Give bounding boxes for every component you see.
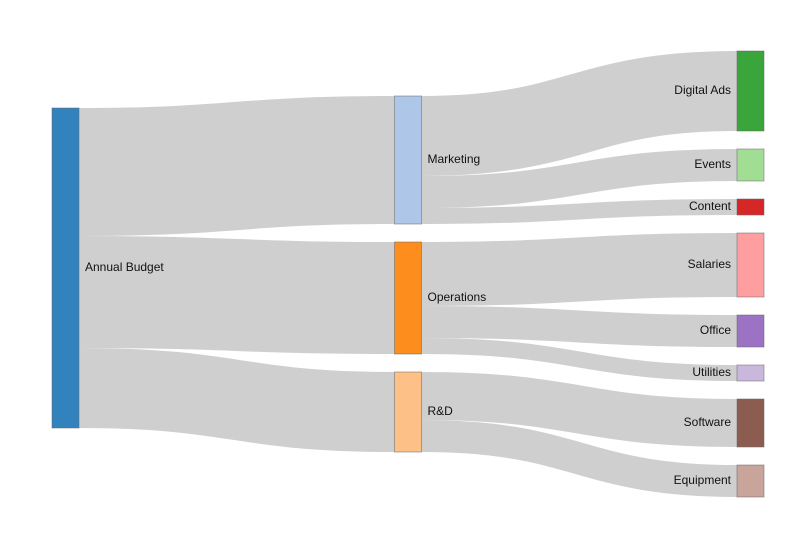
node: [394, 241, 422, 355]
link: [421, 338, 738, 381]
link: [421, 233, 738, 306]
node: [394, 371, 422, 453]
node: [736, 148, 765, 182]
link: [78, 236, 395, 354]
link: [78, 348, 395, 452]
node-label: Operations: [428, 290, 487, 304]
node: [51, 107, 80, 429]
node-label: Office: [700, 323, 731, 337]
link: [421, 420, 738, 497]
node-label: Utilities: [692, 365, 731, 379]
node: [736, 198, 765, 216]
link: [421, 149, 738, 208]
node-label: Software: [684, 415, 732, 429]
link: [421, 199, 738, 224]
link: [421, 372, 738, 447]
node: [736, 364, 765, 382]
node-label: Annual Budget: [85, 260, 164, 274]
node: [736, 50, 765, 132]
node: [736, 398, 765, 448]
node-label: Content: [689, 199, 732, 213]
node: [736, 464, 765, 498]
node-label: Marketing: [428, 152, 481, 166]
node-label: Digital Ads: [674, 83, 731, 97]
node-label: Salaries: [688, 257, 731, 271]
node: [736, 232, 765, 298]
node: [736, 314, 765, 348]
link: [78, 96, 395, 236]
node-label: Events: [694, 157, 731, 171]
node-label: R&D: [428, 404, 454, 418]
link: [421, 51, 738, 176]
link: [421, 306, 738, 347]
node-label: Equipment: [674, 473, 732, 487]
node: [394, 95, 422, 225]
